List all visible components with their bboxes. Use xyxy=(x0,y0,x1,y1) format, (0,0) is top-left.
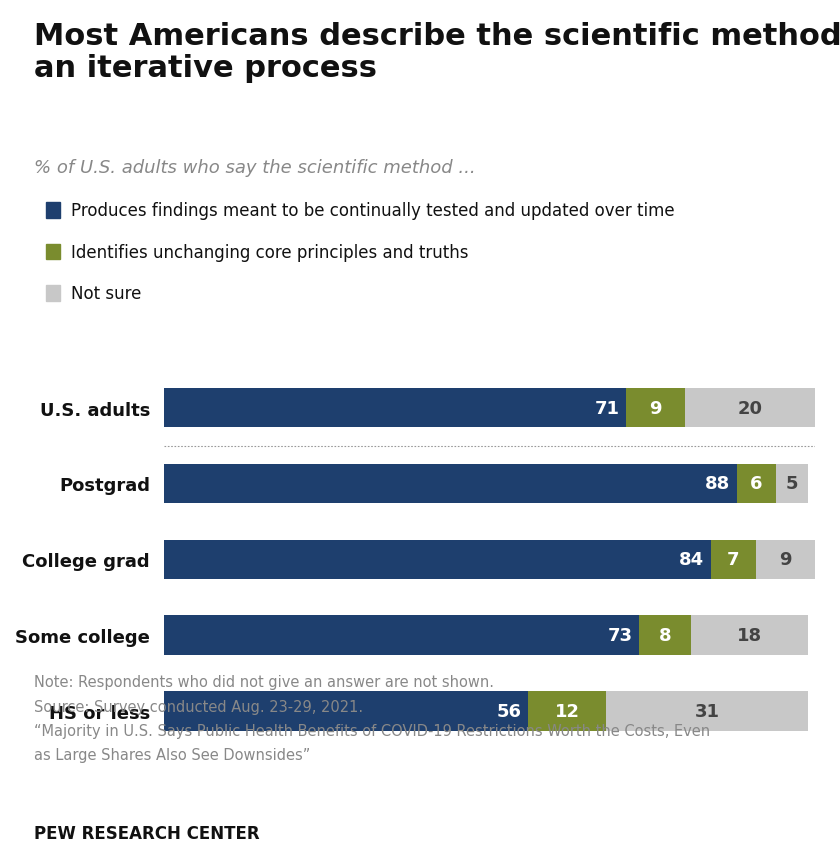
Text: “Majority in U.S. Says Public Health Benefits of COVID-19 Restrictions Worth the: “Majority in U.S. Says Public Health Ben… xyxy=(34,723,710,738)
Bar xyxy=(164,540,711,579)
Text: 9: 9 xyxy=(780,551,792,568)
Text: Most Americans describe the scientific method as
an iterative process: Most Americans describe the scientific m… xyxy=(34,22,840,83)
Text: PEW RESEARCH CENTER: PEW RESEARCH CENTER xyxy=(34,824,260,842)
Text: 20: 20 xyxy=(738,400,762,417)
Bar xyxy=(626,388,685,428)
Bar xyxy=(737,464,776,504)
Bar xyxy=(164,616,639,655)
Text: 31: 31 xyxy=(695,703,720,720)
Bar xyxy=(756,540,815,579)
Text: 9: 9 xyxy=(649,400,662,417)
Text: 5: 5 xyxy=(785,475,798,492)
Bar xyxy=(164,464,737,504)
Text: Produces findings meant to be continually tested and updated over time: Produces findings meant to be continuall… xyxy=(71,202,675,220)
Bar xyxy=(776,464,808,504)
Bar xyxy=(639,616,691,655)
Text: 88: 88 xyxy=(705,475,730,492)
Bar xyxy=(711,540,756,579)
Text: 7: 7 xyxy=(727,551,740,568)
Text: 71: 71 xyxy=(595,400,620,417)
Text: 84: 84 xyxy=(679,551,704,568)
Text: Identifies unchanging core principles and truths: Identifies unchanging core principles an… xyxy=(71,244,469,261)
Bar xyxy=(685,388,815,428)
Text: 6: 6 xyxy=(750,475,763,492)
Text: 73: 73 xyxy=(607,627,633,644)
Bar xyxy=(528,691,606,731)
Bar xyxy=(606,691,808,731)
Text: 8: 8 xyxy=(659,627,671,644)
Bar xyxy=(164,691,528,731)
Text: Note: Respondents who did not give an answer are not shown.: Note: Respondents who did not give an an… xyxy=(34,675,494,690)
Bar xyxy=(164,388,626,428)
Text: % of U.S. adults who say the scientific method ...: % of U.S. adults who say the scientific … xyxy=(34,159,475,177)
Text: 12: 12 xyxy=(555,703,580,720)
Text: Source: Survey conducted Aug. 23-29, 2021.: Source: Survey conducted Aug. 23-29, 202… xyxy=(34,699,363,714)
Bar xyxy=(691,616,808,655)
Text: Not sure: Not sure xyxy=(71,285,142,302)
Text: 56: 56 xyxy=(496,703,522,720)
Text: 18: 18 xyxy=(738,627,762,644)
Text: as Large Shares Also See Downsides”: as Large Shares Also See Downsides” xyxy=(34,747,310,762)
